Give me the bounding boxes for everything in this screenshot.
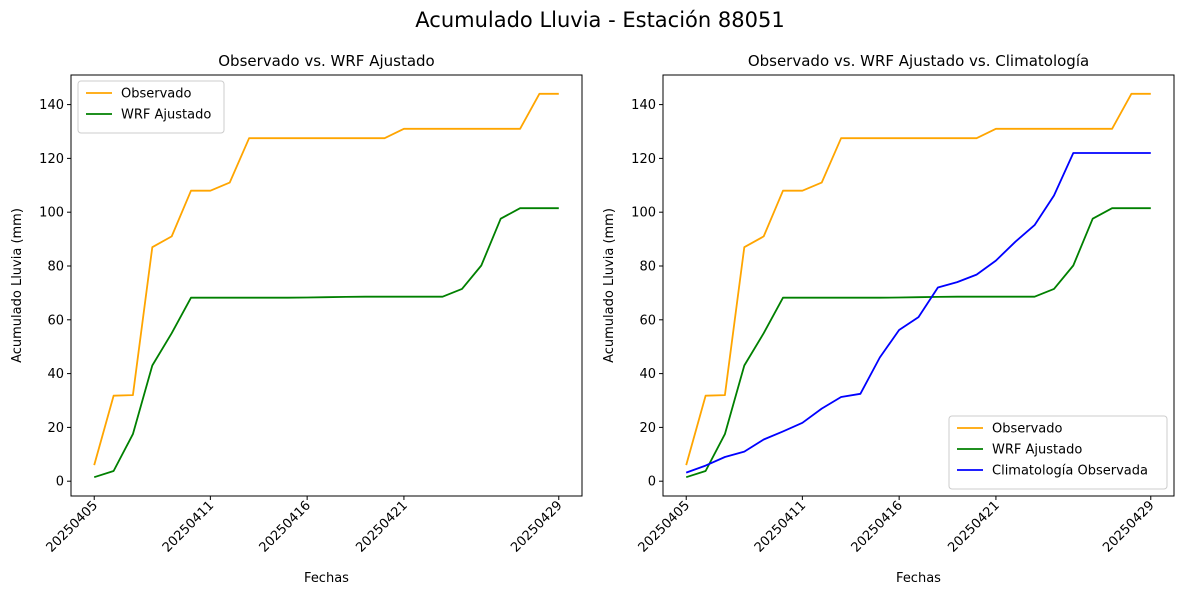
panel-2: Observado vs. WRF Ajustado vs. Climatolo… — [602, 52, 1175, 586]
y-tick-label: 80 — [639, 259, 656, 274]
y-tick-label: 120 — [631, 152, 656, 167]
panel-1: Observado vs. WRF Ajustado 0 20 40 60 80 100 12… — [10, 52, 583, 586]
legend-label: WRF Ajustado — [992, 443, 1082, 458]
x-tick-label: 20250429 — [508, 498, 565, 555]
y-tick-label: 0 — [56, 475, 64, 490]
plot-frame — [70, 74, 583, 497]
y-tick-label: 100 — [39, 206, 64, 221]
y-tick-label: 120 — [39, 152, 64, 167]
y-tick-label: 40 — [47, 367, 64, 382]
panel-title: Observado vs. WRF Ajustado vs. Climatolo… — [748, 52, 1089, 70]
x-tick-label: 20250411 — [752, 498, 809, 555]
panel-title: Observado vs. WRF Ajustado — [218, 52, 434, 70]
x-tick-label: 20250405 — [636, 498, 693, 555]
y-axis-label: Acumulado Lluvia (mm) — [602, 208, 617, 363]
x-tick-label: 20250411 — [160, 498, 217, 555]
legend: Observado WRF Ajustado Climatología Observ… — [948, 415, 1168, 490]
y-tick-label: 0 — [648, 475, 656, 490]
x-tick-label: 20250429 — [1100, 498, 1157, 555]
y-tick-label: 100 — [631, 206, 656, 221]
x-tick-label: 20250416 — [849, 498, 906, 555]
x-axis-label: Fechas — [304, 571, 349, 586]
series-line-observado — [685, 92, 1151, 466]
legend-label: Observado — [992, 422, 1063, 437]
legend-label: Climatología Observada — [992, 464, 1148, 479]
y-tick-label: 60 — [639, 313, 656, 328]
y-tick-label: 20 — [639, 421, 656, 436]
legend-label: Observado — [121, 87, 192, 102]
series-line-observado — [93, 92, 559, 466]
x-tick-label: 20250421 — [353, 498, 410, 555]
legend: Observado WRF Ajustado — [77, 80, 225, 134]
y-tick-label: 140 — [39, 98, 64, 113]
legend-box — [77, 80, 225, 134]
y-tick-label: 140 — [631, 98, 656, 113]
x-axis-label: Fechas — [896, 571, 941, 586]
x-tick-label: 20250421 — [945, 498, 1002, 555]
y-tick-label: 80 — [47, 259, 64, 274]
y-tick-label: 40 — [639, 367, 656, 382]
legend-label: WRF Ajustado — [121, 108, 211, 123]
x-tick-label: 20250416 — [257, 498, 314, 555]
series-line-wrf-ajustado — [685, 207, 1151, 479]
y-axis-label: Acumulado Lluvia (mm) — [10, 208, 25, 363]
y-tick-label: 20 — [47, 421, 64, 436]
x-tick-label: 20250405 — [44, 498, 101, 555]
series-line-wrf-ajustado — [93, 207, 559, 479]
series-line-climatología-observada — [685, 152, 1151, 474]
y-tick-label: 60 — [47, 313, 64, 328]
figure-title: Acumulado Lluvia - Estación 88051 — [415, 8, 785, 32]
legend-box — [948, 415, 1168, 490]
plot-frame — [662, 74, 1175, 497]
